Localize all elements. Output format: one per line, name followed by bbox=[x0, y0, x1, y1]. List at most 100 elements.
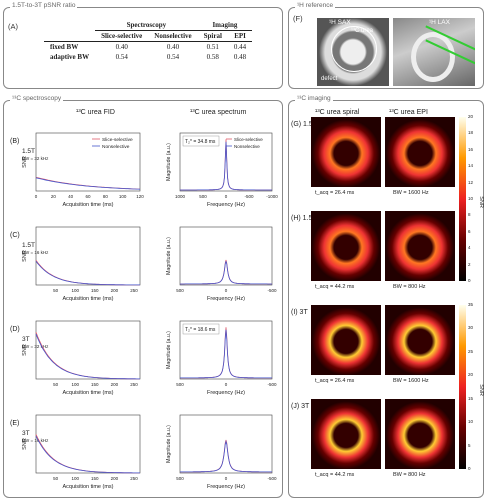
spec-xtick: 1000 bbox=[175, 194, 186, 199]
field-label: 1.5T bbox=[22, 148, 35, 155]
fid-axes bbox=[35, 132, 141, 192]
colorbar-tick: 2 bbox=[468, 261, 471, 267]
fid-axes bbox=[35, 226, 141, 286]
fid-xtick: 60 bbox=[85, 194, 91, 199]
urea-epi-image bbox=[385, 117, 455, 187]
fid-xlabel: Acquisition time (ms) bbox=[62, 202, 113, 208]
spec-xtick: 500 bbox=[176, 288, 184, 293]
cbar-label: SNR bbox=[477, 196, 484, 208]
colorbar-tick: 0 bbox=[468, 278, 471, 283]
spec-axes bbox=[179, 226, 273, 286]
urea-spiral-image bbox=[311, 399, 381, 469]
panel-a-label: (A) bbox=[8, 22, 18, 31]
spec-xlabel: Frequency (Hz) bbox=[207, 484, 245, 490]
urea-label: ¹³C urea bbox=[351, 28, 374, 34]
bw-label: BW = 16 kHz bbox=[22, 250, 49, 255]
fid-xtick: 0 bbox=[35, 194, 38, 199]
spec-curve-slice-selective bbox=[180, 439, 272, 473]
col-header: Slice-selective bbox=[101, 32, 143, 40]
fid-ylabel: SNR bbox=[22, 438, 28, 450]
fid-xlabel: Acquisition time (ms) bbox=[62, 390, 113, 396]
fid-curve-nonselective bbox=[35, 177, 141, 190]
lax-heart-outline bbox=[411, 32, 455, 82]
spectro-title: ¹³C spectroscopy bbox=[10, 95, 64, 102]
row-header: fixed BW bbox=[50, 43, 79, 51]
t2-box bbox=[182, 323, 220, 335]
fid-xtick: 100 bbox=[71, 382, 79, 387]
table-cell: 0.44 bbox=[233, 43, 247, 51]
t2-label: T₂* = 34.8 ms bbox=[185, 139, 216, 145]
legend-nonselective: Nonselective bbox=[234, 144, 260, 149]
fid-xtick: 100 bbox=[119, 194, 127, 199]
fid-axes bbox=[35, 320, 141, 380]
fid-xtick: 50 bbox=[53, 476, 59, 481]
epi-title: ¹³C urea EPI bbox=[389, 109, 428, 116]
colorbar-tick: 12 bbox=[468, 179, 474, 185]
fid-xtick: 150 bbox=[91, 476, 99, 481]
fid-curve-nonselective bbox=[35, 333, 140, 380]
spec-xtick: 500 bbox=[176, 476, 184, 481]
fid-curve-slice-selective bbox=[35, 176, 140, 190]
col-header: EPI bbox=[234, 32, 246, 40]
fid-ylabel: SNR bbox=[22, 250, 28, 262]
psnr-table: Spectroscopy Imaging Slice-selective Non… bbox=[44, 20, 253, 62]
table-cell: 0.54 bbox=[166, 53, 180, 61]
panel-imaging: ¹³C imaging ¹³C urea spiral ¹³C urea EPI… bbox=[288, 95, 484, 498]
spec-xtick: 0 bbox=[225, 476, 228, 481]
fid-xtick: 50 bbox=[53, 382, 59, 387]
panel-f-title: ¹H reference bbox=[295, 2, 336, 9]
cbar-label: SNR bbox=[477, 384, 484, 396]
img-row-label: (J) 3T bbox=[291, 403, 310, 410]
panel-a-title: 1.5T-to-3T pSNR ratio bbox=[10, 2, 78, 9]
spec-ylabel: Magnitude (a.u.) bbox=[166, 331, 172, 369]
spec-xtick: -500 bbox=[267, 288, 277, 293]
table-cell: 0.40 bbox=[166, 43, 180, 51]
fid-curve-nonselective bbox=[35, 435, 140, 474]
field-label: 3T bbox=[22, 430, 30, 437]
table-row: adaptive BW 0.54 0.54 0.58 0.48 bbox=[44, 52, 252, 62]
t2-box bbox=[182, 135, 220, 147]
urea-epi-image bbox=[385, 305, 455, 375]
table-cell: 0.48 bbox=[233, 53, 247, 61]
spec-xlabel: Frequency (Hz) bbox=[207, 202, 245, 208]
fid-curve-slice-selective bbox=[35, 434, 140, 474]
colorbar-tick: 5 bbox=[468, 442, 471, 448]
urea-spiral-image bbox=[311, 305, 381, 375]
panel-a: 1.5T-to-3T pSNR ratio (A) Spectroscopy I… bbox=[3, 2, 283, 89]
imaging-title: ¹³C imaging bbox=[295, 95, 333, 102]
urea-epi-image bbox=[385, 211, 455, 281]
spec-xtick: 0 bbox=[225, 288, 228, 293]
colorbar-tick: 10 bbox=[468, 419, 474, 425]
legend-nonselective: Nonselective bbox=[102, 144, 130, 150]
colorbar bbox=[459, 305, 466, 469]
fid-xtick: 120 bbox=[136, 194, 144, 199]
row-label: (E) bbox=[10, 420, 19, 427]
spec-curve-nonselective bbox=[180, 440, 272, 473]
bw-label: BW = 800 Hz bbox=[393, 472, 426, 478]
spec-xtick: -500 bbox=[267, 382, 277, 387]
table-cell: 0.51 bbox=[206, 43, 219, 51]
panel-f-label: (F) bbox=[293, 14, 303, 23]
row-label: (B) bbox=[10, 138, 19, 145]
spec-xtick: 500 bbox=[176, 382, 184, 387]
spec-ylabel: Magnitude (a.u.) bbox=[166, 143, 172, 181]
spectroscopy-header: Spectroscopy bbox=[95, 20, 198, 31]
fid-xtick: 50 bbox=[53, 288, 59, 293]
fid-ylabel: SNR bbox=[22, 344, 28, 356]
bw-label: BW = 32 kHz bbox=[22, 344, 49, 349]
img-row-label: (G) 1.5T bbox=[291, 121, 318, 128]
spec-curve-slice-selective bbox=[180, 327, 272, 379]
spec-ylabel: Magnitude (a.u.) bbox=[166, 237, 172, 275]
field-label: 3T bbox=[22, 336, 30, 343]
lax-label: ¹H LAX bbox=[429, 19, 450, 26]
lax-image bbox=[393, 18, 475, 86]
t2-label: T₂* = 18.6 ms bbox=[185, 327, 216, 333]
fid-xlabel: Acquisition time (ms) bbox=[62, 296, 113, 302]
tacq-label: t_acq = 26.4 ms bbox=[315, 378, 355, 384]
sax-label: ¹H SAX bbox=[329, 19, 351, 26]
table-row: fixed BW 0.40 0.40 0.51 0.44 bbox=[44, 41, 253, 53]
spec-xlabel: Frequency (Hz) bbox=[207, 390, 245, 396]
legend-slice-selective: Slice-selective bbox=[102, 137, 133, 143]
spec-title: ¹³C urea spectrum bbox=[190, 109, 247, 116]
row-label: (C) bbox=[10, 232, 20, 239]
